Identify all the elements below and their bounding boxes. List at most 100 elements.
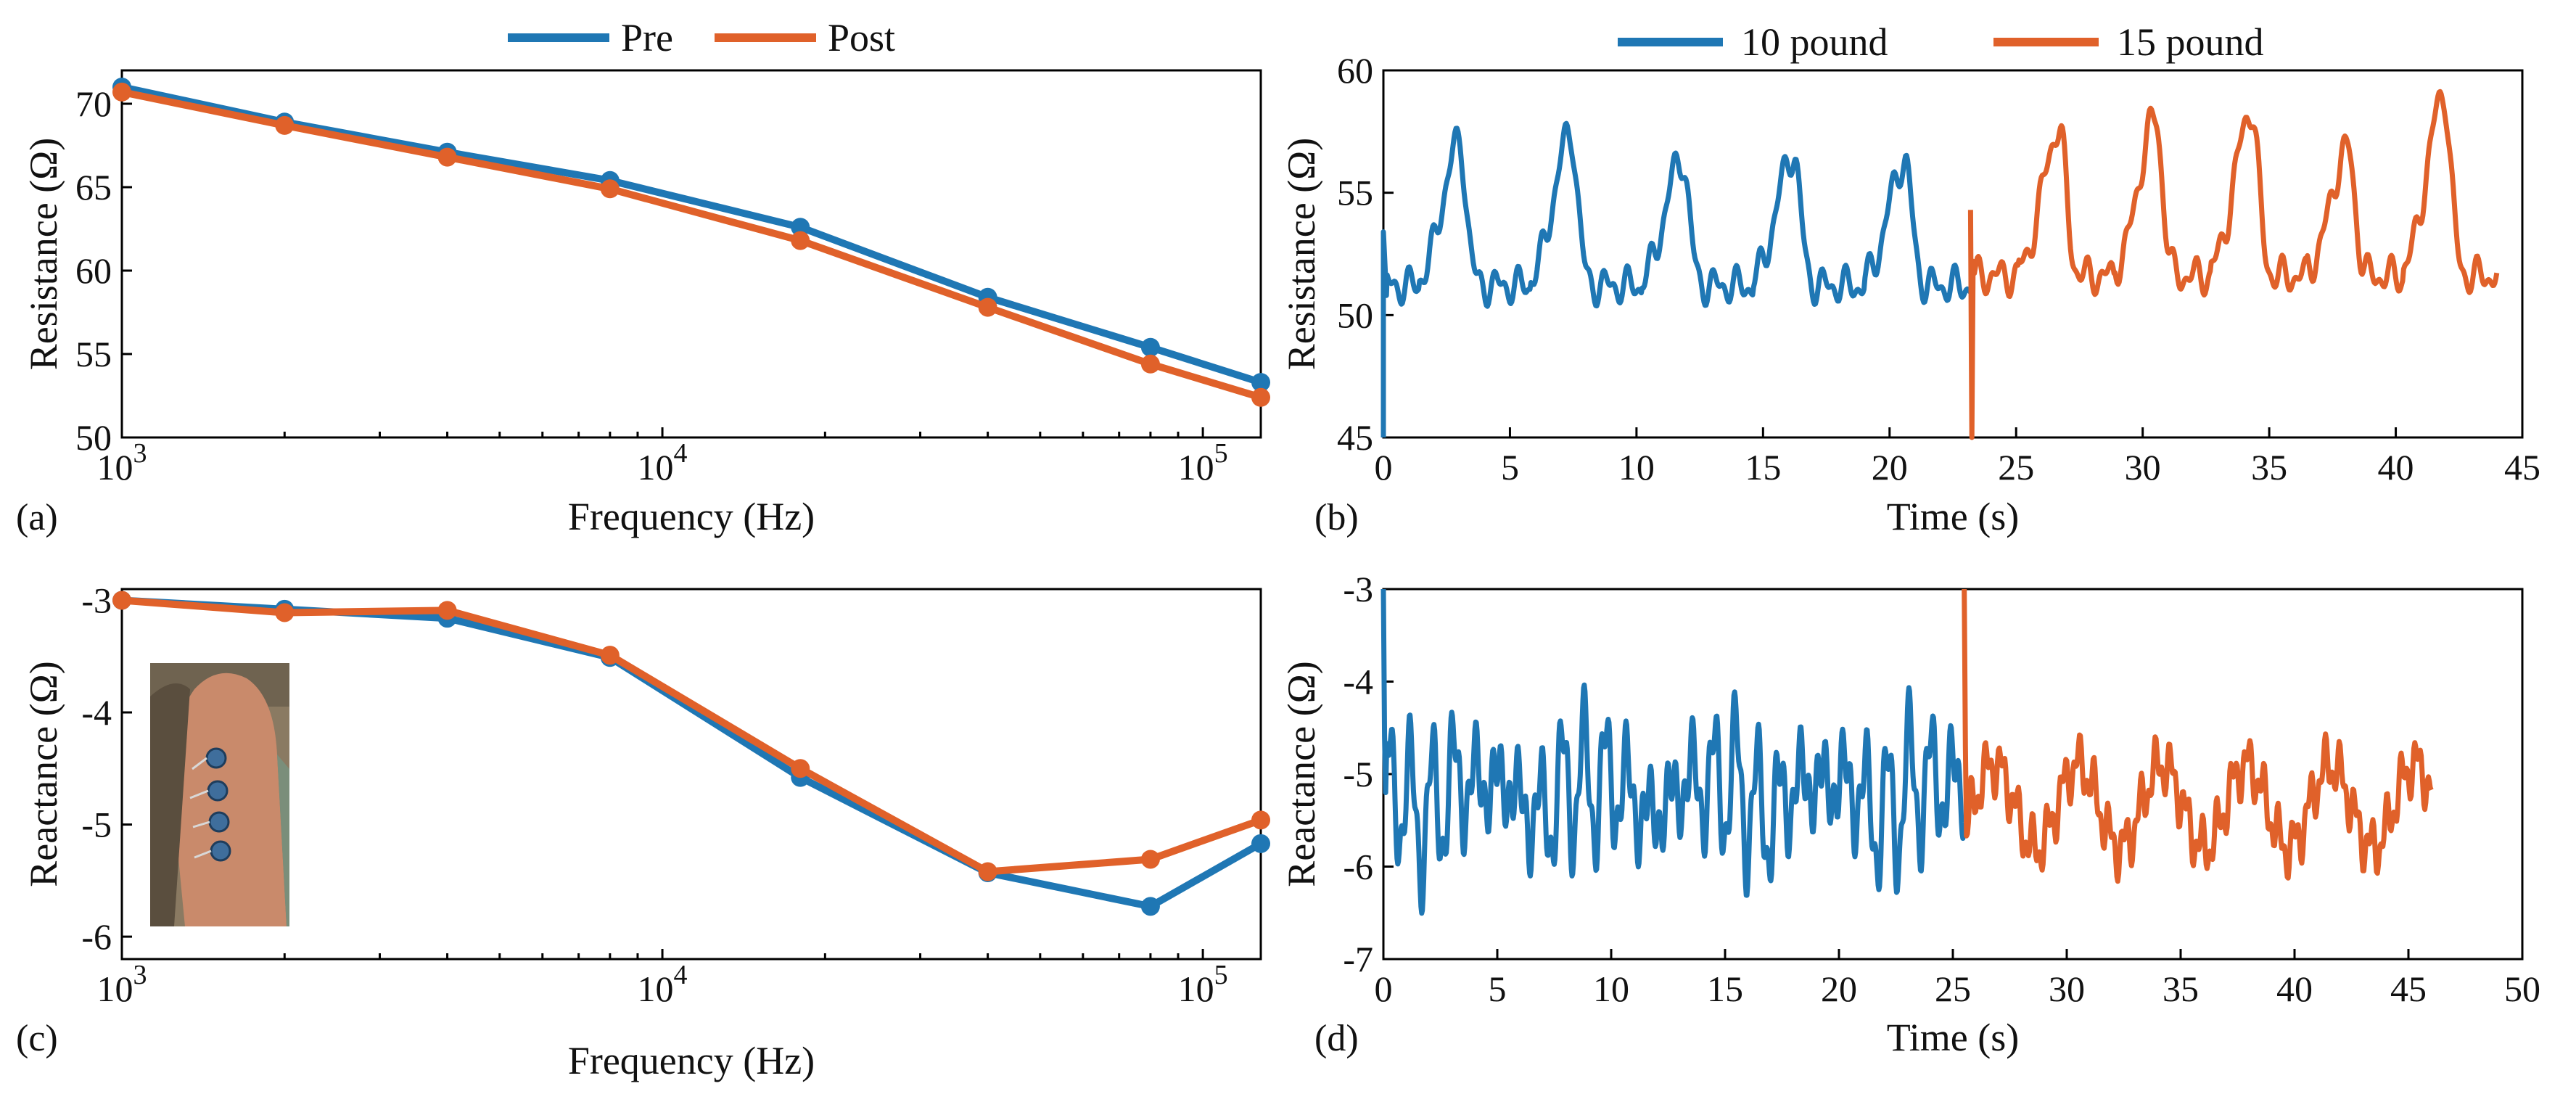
x-tick-label: 5 [1501, 447, 1519, 488]
x-tick-label: 25 [1935, 969, 1971, 1009]
data-point-post [978, 862, 997, 881]
series-line-post [118, 88, 1264, 401]
data-point-post [791, 231, 810, 250]
y-tick-label: 50 [1337, 295, 1373, 335]
x-tick-exponent: 4 [674, 960, 688, 990]
y-tick-label: 55 [1337, 173, 1373, 213]
panel-c-letter: (c) [16, 1018, 58, 1059]
x-tick-label: 35 [2163, 969, 2199, 1009]
x-tick-exponent: 4 [674, 438, 688, 469]
panel-d-reactance-vs-time: 0 5 10 15 20 25 30 35 40 45 50 -7 -6 -5 -4 -3 Reactance… [1280, 569, 2540, 1059]
data-point-pre [791, 218, 810, 237]
y-tick-label: -5 [81, 805, 112, 845]
data-point-pre [1140, 337, 1160, 357]
data-point-post [112, 591, 131, 610]
series-line-15-pound [1962, 588, 2434, 884]
panel-d-ylabel: Reactance (Ω) [1280, 661, 1323, 887]
x-tick-label: 40 [2276, 969, 2313, 1009]
panel-c-ylabel: Reactance (Ω) [22, 661, 65, 887]
panel-b-ylabel: Resistance (Ω) [1280, 138, 1323, 371]
y-tick-label: -3 [81, 580, 112, 620]
panel-a-ylabel: Resistance (Ω) [22, 138, 65, 371]
y-tick-label: -5 [1343, 754, 1373, 794]
x-tick-label: 45 [2504, 447, 2540, 488]
y-tick-label: -4 [81, 692, 112, 733]
panel-a-axes-frame [120, 69, 1262, 439]
legend-left: Pre Post [508, 16, 895, 59]
y-tick-label: -7 [1343, 939, 1373, 979]
x-tick-label: 103 [97, 960, 147, 1009]
data-point-post [275, 603, 295, 622]
x-tick-label: 105 [1178, 960, 1228, 1009]
data-point-post [437, 147, 457, 167]
data-point-post [275, 115, 295, 135]
legend-label-15-pound: 15 pound [2117, 20, 2264, 64]
x-tick-label: 104 [638, 960, 688, 1009]
y-tick-label: -4 [1343, 662, 1373, 702]
x-tick-label: 35 [2251, 447, 2287, 488]
y-tick-label: 70 [75, 83, 112, 124]
panel-c-xlabel: Frequency (Hz) [568, 1039, 815, 1082]
x-tick-base: 10 [1178, 447, 1214, 488]
panel-c-reactance-vs-frequency: 103 104 105-6-5-4-3 Reactance (Ω) Frequenc… [16, 580, 1270, 1082]
x-tick-base: 10 [638, 969, 674, 1009]
y-tick-label: 50 [75, 417, 112, 458]
y-tick-label: 60 [1337, 50, 1373, 91]
x-tick-label: 104 [638, 438, 688, 488]
data-point-post [791, 759, 810, 778]
x-tick-label: 103 [97, 438, 147, 488]
x-tick-base: 10 [1178, 969, 1214, 1009]
data-point-post [600, 179, 620, 199]
panel-b-resistance-vs-time: 0 5 10 15 20 25 30 35 40 45 45 50 55 60 Resistance (Ω… [1280, 50, 2540, 538]
x-tick-label: 30 [2049, 969, 2085, 1009]
x-tick-label: 50 [2504, 969, 2540, 1009]
data-point-post [978, 297, 997, 317]
x-tick-label: 5 [1489, 969, 1507, 1009]
data-point-post [1140, 354, 1160, 374]
series-line-10-pound [1380, 120, 1972, 437]
panel-c-axes-frame [120, 588, 1262, 961]
panel-b-axes-frame [1382, 69, 2524, 439]
legend-label-10-pound: 10 pound [1741, 20, 1888, 64]
x-tick-label: 105 [1178, 438, 1228, 488]
y-tick-label: -3 [1343, 569, 1373, 609]
x-tick-label: 10 [1593, 969, 1629, 1009]
y-tick-label: -6 [1343, 847, 1373, 887]
y-tick-label: -6 [81, 916, 112, 957]
x-tick-label: 15 [1745, 447, 1781, 488]
y-tick-label: 55 [75, 334, 112, 374]
arm-photo-inset [150, 663, 289, 926]
series-line-10-pound [1380, 588, 1967, 916]
x-tick-label: 0 [1375, 447, 1393, 488]
panel-a-letter: (a) [16, 497, 58, 538]
y-tick-label: 60 [75, 250, 112, 291]
legend-label-pre: Pre [621, 16, 673, 59]
x-tick-label: 25 [1998, 447, 2034, 488]
y-tick-label: 65 [75, 167, 112, 207]
x-tick-label: 0 [1375, 969, 1393, 1009]
x-tick-label: 20 [1872, 447, 1908, 488]
data-point-post [112, 82, 131, 102]
data-point-post [1251, 387, 1270, 407]
x-tick-base: 10 [638, 447, 674, 488]
data-point-pre [1140, 897, 1160, 916]
legend-right: 10 pound 15 pound [1618, 20, 2264, 64]
panel-a-xlabel: Frequency (Hz) [568, 495, 815, 538]
x-tick-exponent: 3 [133, 960, 147, 990]
panel-d-xlabel: Time (s) [1887, 1016, 2020, 1059]
series-line-post [118, 596, 1264, 876]
data-point-pre [1251, 834, 1270, 853]
data-point-post [600, 646, 620, 665]
x-tick-label: 40 [2378, 447, 2414, 488]
x-tick-label: 30 [2125, 447, 2161, 488]
x-tick-exponent: 5 [1214, 960, 1228, 990]
y-tick-label: 45 [1337, 417, 1373, 458]
x-tick-label: 15 [1707, 969, 1743, 1009]
x-tick-base: 10 [97, 969, 133, 1009]
data-point-post [1251, 810, 1270, 830]
panel-d-letter: (d) [1314, 1018, 1359, 1059]
data-point-post [437, 601, 457, 620]
data-point-pre [1251, 373, 1270, 392]
x-tick-exponent: 5 [1214, 438, 1228, 469]
